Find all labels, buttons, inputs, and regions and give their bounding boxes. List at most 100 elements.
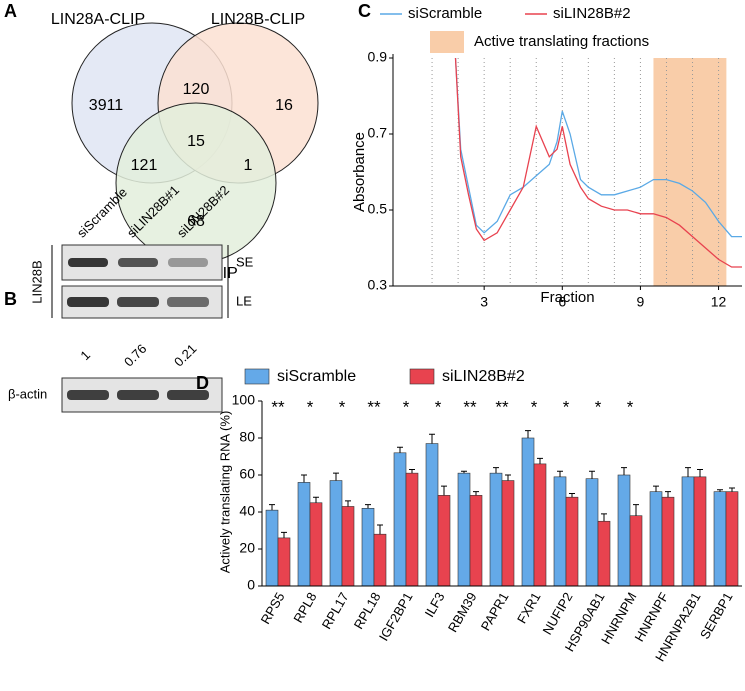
exposure-label: SE [236,254,254,269]
error-bar [569,493,575,498]
x-tick-label: FXR1 [514,590,544,626]
bar [265,509,279,587]
error-bar [537,457,543,464]
x-tick-label: 3 [480,294,488,310]
error-bar [601,513,607,522]
x-tick-label: 12 [711,294,727,310]
region-count: 15 [187,133,205,150]
region-count: 3911 [89,97,124,114]
band-le [117,297,159,307]
bar [725,491,739,587]
bar [649,491,663,587]
error-bar [365,504,371,509]
error-bar [685,467,691,477]
error-bar [665,491,671,498]
error-bar [697,468,703,477]
region-count: 121 [131,157,158,174]
significance: * [307,397,314,416]
y-tick-label: 0.5 [368,201,388,217]
error-bar [589,470,595,479]
bar [469,495,483,587]
error-bar [313,496,319,503]
x-tick-label: RPL17 [319,590,352,632]
band-actin [167,390,209,400]
error-bar [473,491,479,496]
band-le [67,297,109,307]
error-bar [525,430,531,438]
legend-label: siScramble [277,368,356,385]
control-label: β-actin [8,386,47,401]
bar [597,520,611,587]
absorbance-line [454,57,742,268]
panel-letter: A [4,1,17,21]
bar [681,476,695,587]
y-tick-label: 0.9 [368,49,388,65]
significance: * [339,397,346,416]
quant-label: 1 [77,347,93,363]
highlight-region [653,58,727,286]
y-tick-label: 100 [232,392,256,408]
bar [361,507,375,587]
quant-label: 0.76 [121,341,150,370]
y-axis-label: Actively translating RNA (%) [217,411,232,574]
bar [405,472,419,587]
bar [277,537,291,587]
x-axis-label: Fraction [540,289,594,306]
panel-letter: B [4,289,17,309]
legend-label: Active translating fractions [474,33,649,50]
error-bar [505,474,511,481]
panel-letter: C [358,1,371,21]
bar [489,472,503,587]
region-count: 120 [183,81,210,98]
y-tick-label: 20 [239,540,255,556]
significance: * [627,397,634,416]
y-axis-label: Absorbance [351,132,368,212]
error-bar [397,446,403,453]
band-actin [67,390,109,400]
error-bar [345,500,351,507]
error-bar [729,487,735,492]
bar [521,437,535,587]
x-tick-label: RPL8 [290,590,319,626]
error-bar [441,485,447,496]
significance: * [531,397,538,416]
significance: * [563,397,570,416]
bar [329,480,343,587]
bar [341,506,355,587]
bar [693,476,707,587]
y-tick-label: 80 [239,429,255,445]
error-bar [557,470,563,477]
error-bar [269,504,275,511]
legend-label: siLIN28B#2 [553,5,631,22]
bar [617,474,631,587]
bar [393,452,407,587]
error-bar [409,468,415,474]
error-bar [281,531,287,538]
x-tick-label: 6 [558,294,566,310]
error-bar [301,474,307,483]
significance: ** [495,397,509,416]
bar [585,478,599,587]
error-bar [717,489,723,492]
bar [297,482,311,587]
error-bar [429,433,435,444]
bar [661,496,675,587]
bar [457,472,471,587]
absorbance-line [454,57,742,238]
bar [565,496,579,587]
panel-letter: D [196,373,209,393]
legend-label: siLIN28B#2 [442,368,525,385]
y-tick-label: 40 [239,503,255,519]
legend-swatch [409,368,435,385]
significance: * [595,397,602,416]
set-label: LIN28A-CLIP [51,11,145,28]
significance: * [403,397,410,416]
band-actin [117,390,159,400]
band-se [168,258,208,267]
x-tick-label: 9 [637,294,645,310]
x-tick-label: ILF3 [422,590,448,620]
legend-label: siScramble [408,5,482,22]
bar [425,443,439,587]
bar [533,463,547,587]
